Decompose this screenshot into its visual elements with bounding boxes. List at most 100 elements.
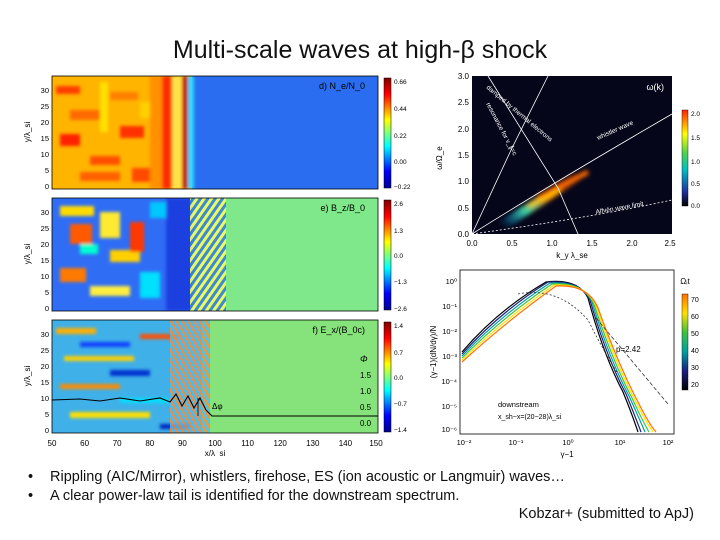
y-tick: 10 (41, 394, 49, 403)
shock-maps-figure: d) N_e/N_0 e) B_z/B_0 (20, 72, 420, 457)
colorbar-tick: 0.00 (394, 159, 407, 166)
y-tick: 5 (45, 410, 49, 419)
ex-colorbar (383, 321, 392, 433)
dispersion-y-tick: 0.5 (458, 204, 470, 213)
power-law-fit-line (595, 317, 669, 405)
time-colorbar-tick: 60 (691, 314, 699, 321)
citation-credit: Kobzar+ (submitted to ApJ) (518, 506, 694, 522)
dispersion-panel-label: ω(k) (646, 82, 664, 92)
spectrum-x-tick: 10¹ (615, 438, 626, 447)
dispersion-plot-area (472, 76, 672, 234)
time-colorbar-tick: 30 (691, 365, 699, 372)
x-tick: 70 (113, 439, 122, 448)
colorbar-tick: 0.22 (394, 133, 407, 140)
phi-legend-ticks: 1.5 1.0 0.5 0.0 (360, 371, 372, 428)
dispersion-y-tick: 3.0 (458, 72, 470, 81)
colorbar-tick: 0.44 (394, 106, 407, 113)
legend-range: x_sh−x=(20−28)λ_si (498, 414, 562, 421)
time-colorbar-tick: 70 (691, 297, 699, 304)
alfven-limit-curve (471, 199, 673, 235)
phi-tick: 0.0 (360, 419, 372, 428)
dispersion-x-tick: 2.5 (664, 239, 676, 248)
x-tick: 110 (241, 439, 254, 448)
time-colorbar (681, 293, 689, 391)
dispersion-colorbar-tick: 2.0 (691, 111, 700, 118)
dispersion-colorbar-tick: 1.5 (691, 135, 700, 142)
y-tick: 20 (41, 240, 49, 249)
density-panel-label: d) N_e/N_0 (319, 81, 365, 91)
time-colorbar-title: Ωᵢt (680, 277, 690, 286)
y-tick: 5 (45, 166, 49, 175)
y-tick: 15 (41, 256, 49, 265)
spectrum-figure: p=2.42 downstream x_sh−x=(20−28)λ_si Ωᵢt… (428, 264, 718, 460)
spectrum-x-tick: 10⁻² (457, 438, 472, 447)
phi-tick: 0.5 (360, 403, 372, 412)
spectrum-x-tick: 10² (663, 438, 674, 447)
time-colorbar-tick: 50 (691, 331, 699, 338)
density-map-panel (52, 76, 378, 189)
colorbar-tick: −0.22 (394, 184, 411, 191)
spectrum-y-tick: 10⁻⁴ (441, 377, 457, 386)
spectrum-x-label: γ−1 (560, 450, 574, 459)
bullet-list: Rippling (AIC/Mirror), whistlers, fireho… (28, 468, 565, 506)
dispersion-y-tick: 2.5 (458, 98, 470, 107)
y-tick: 15 (41, 378, 49, 387)
legend-downstream: downstream (498, 400, 539, 409)
x-tick: 50 (48, 439, 57, 448)
y-tick: 30 (41, 330, 49, 339)
y-tick: 0 (45, 304, 49, 313)
dispersion-x-tick: 2.0 (626, 239, 638, 248)
colorbar-tick: 1.3 (394, 228, 403, 235)
colorbar-tick: 0.0 (394, 253, 403, 260)
bz-colorbar (383, 199, 392, 311)
spectrum-curve (461, 284, 654, 433)
spectrum-y-tick: 10⁻² (442, 327, 457, 336)
x-tick: 80 (145, 439, 154, 448)
whistler-dispersion-curve (471, 113, 673, 235)
x-axis-label: x/λ_si (205, 449, 226, 457)
y-axis-label: y/λ_si (23, 122, 32, 143)
phi-legend-title: Φ (360, 354, 368, 364)
dispersion-y-tick: 2.0 (458, 125, 470, 134)
dispersion-x-tick: 0.0 (466, 239, 478, 248)
dispersion-x-tick: 1.5 (586, 239, 598, 248)
x-tick: 150 (369, 439, 383, 448)
spectrum-x-tick: 10⁻¹ (509, 438, 524, 447)
bullet-item: Rippling (AIC/Mirror), whistlers, fireho… (28, 468, 565, 487)
x-tick: 130 (306, 439, 320, 448)
y-axis-label: y/λ_si (23, 244, 32, 265)
bz-map-panel (52, 198, 378, 311)
dispersion-x-tick: 1.0 (546, 239, 558, 248)
spectrum-curve (461, 281, 642, 433)
delta-phi-label: Δφ (212, 402, 223, 411)
resonance-line (471, 75, 549, 235)
x-tick: 90 (178, 439, 187, 448)
dispersion-colorbar (681, 109, 689, 207)
y-tick: 5 (45, 288, 49, 297)
spectrum-curve (461, 282, 646, 433)
y-tick: 0 (45, 426, 49, 435)
y-tick: 30 (41, 208, 49, 217)
maxwellian-fit-curve (517, 292, 619, 375)
spectrum-curve (461, 285, 657, 433)
spectrum-y-tick: 10⁻⁶ (442, 425, 457, 434)
colorbar-tick: −1.4 (394, 427, 407, 434)
y-tick: 25 (41, 224, 49, 233)
phi-tick: 1.5 (360, 371, 372, 380)
potential-profile-line (51, 392, 378, 417)
colorbar-tick: 0.66 (394, 79, 407, 86)
spectrum-y-label: (γ−1)(dN/dγ)/N (429, 325, 438, 378)
bz-panel-label: e) B_z/B_0 (320, 203, 365, 213)
dispersion-y-tick: 0.0 (458, 230, 470, 239)
x-tick: 120 (274, 439, 288, 448)
phi-tick: 1.0 (360, 387, 372, 396)
colorbar-tick: 2.6 (394, 201, 403, 208)
dispersion-y-tick: 1.0 (458, 177, 470, 186)
dispersion-colorbar-tick: 0.5 (691, 181, 700, 188)
colorbar-tick: −0.7 (394, 401, 407, 408)
density-colorbar (383, 77, 392, 189)
colorbar-tick: 0.7 (394, 350, 403, 357)
x-tick: 140 (339, 439, 353, 448)
dispersion-y-tick: 1.5 (458, 151, 470, 160)
power-law-label: p=2.42 (616, 345, 641, 354)
